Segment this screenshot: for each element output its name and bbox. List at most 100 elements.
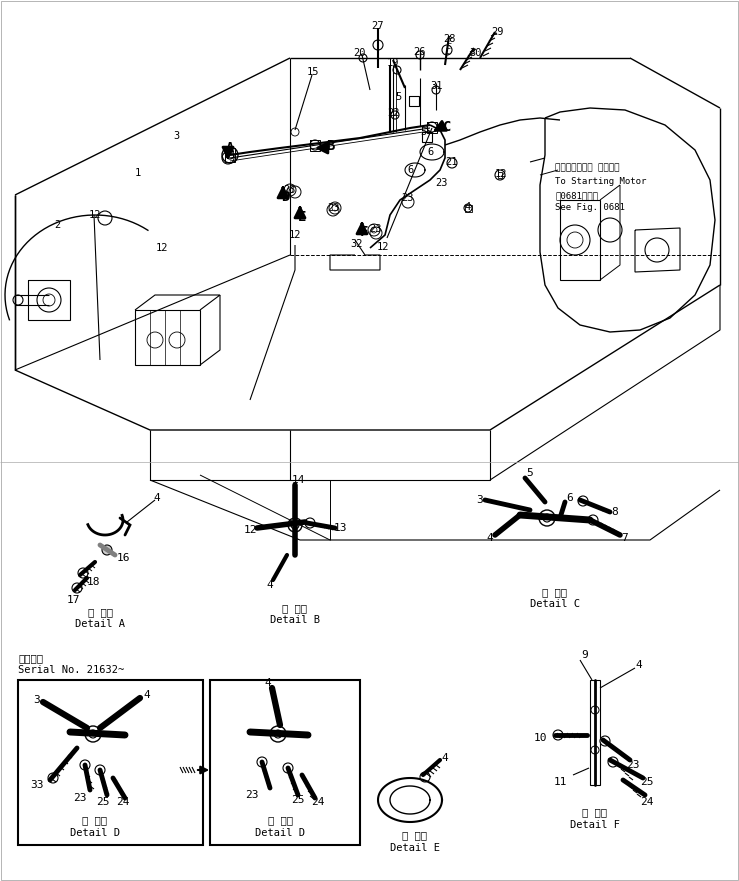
Text: 3: 3 xyxy=(173,131,179,141)
Text: Ａ 詳細: Ａ 詳細 xyxy=(87,607,112,617)
Text: Detail B: Detail B xyxy=(270,615,320,625)
Text: 16: 16 xyxy=(116,553,130,563)
Text: A: A xyxy=(226,141,234,155)
Text: To Starting Motor: To Starting Motor xyxy=(555,176,647,186)
Bar xyxy=(590,680,600,785)
Text: D: D xyxy=(281,190,289,204)
Circle shape xyxy=(553,730,563,740)
Text: 3: 3 xyxy=(477,495,483,505)
Text: 25: 25 xyxy=(640,777,654,787)
Text: 4: 4 xyxy=(465,202,471,212)
Circle shape xyxy=(588,515,598,525)
Bar xyxy=(210,680,360,845)
Text: 12: 12 xyxy=(89,210,101,220)
Text: C: C xyxy=(443,120,452,134)
Text: 12: 12 xyxy=(289,230,302,240)
Text: 23: 23 xyxy=(435,178,447,188)
Text: 6: 6 xyxy=(407,165,413,175)
Text: 20: 20 xyxy=(354,48,367,58)
Circle shape xyxy=(578,496,588,506)
Text: Detail D: Detail D xyxy=(70,828,120,838)
Text: 24: 24 xyxy=(311,797,324,807)
Text: 24: 24 xyxy=(116,797,130,807)
Text: 23: 23 xyxy=(369,224,381,234)
Text: 15: 15 xyxy=(307,67,319,77)
Text: 5: 5 xyxy=(395,92,401,102)
Text: 13: 13 xyxy=(333,523,347,533)
Text: Ｂ 詳細: Ｂ 詳細 xyxy=(282,603,307,613)
Text: Ｃ 詳細: Ｃ 詳細 xyxy=(542,587,568,597)
Text: 14: 14 xyxy=(291,475,304,485)
Text: 4: 4 xyxy=(154,493,160,503)
Text: 25: 25 xyxy=(291,795,304,805)
Circle shape xyxy=(600,736,610,746)
Text: Detail A: Detail A xyxy=(75,619,125,629)
Text: 10: 10 xyxy=(534,733,547,743)
Circle shape xyxy=(72,583,82,593)
Text: E: E xyxy=(298,210,306,224)
Text: 4: 4 xyxy=(442,753,449,763)
Circle shape xyxy=(305,518,315,528)
Text: Detail C: Detail C xyxy=(530,599,580,609)
Text: Detail F: Detail F xyxy=(570,820,620,830)
Text: 28: 28 xyxy=(443,34,456,44)
Text: 19: 19 xyxy=(386,58,399,68)
Text: 23: 23 xyxy=(327,203,339,213)
Text: 4: 4 xyxy=(265,678,271,688)
Circle shape xyxy=(539,510,555,526)
Circle shape xyxy=(283,763,293,773)
Circle shape xyxy=(359,54,367,62)
Text: 32: 32 xyxy=(351,239,364,249)
Text: 30: 30 xyxy=(470,48,483,58)
Circle shape xyxy=(442,45,452,55)
Text: Ｆ 詳細: Ｆ 詳細 xyxy=(582,807,607,817)
Circle shape xyxy=(80,760,90,770)
Text: 25: 25 xyxy=(96,797,110,807)
Text: Ｅ 詳細: Ｅ 詳細 xyxy=(403,830,427,840)
Circle shape xyxy=(608,757,618,767)
Text: 2: 2 xyxy=(54,220,60,230)
Circle shape xyxy=(373,40,383,50)
Text: 6: 6 xyxy=(567,493,573,503)
Text: 12: 12 xyxy=(494,169,507,179)
Text: 5: 5 xyxy=(527,468,534,478)
Text: 8: 8 xyxy=(612,507,619,517)
Circle shape xyxy=(102,545,112,555)
Text: 7: 7 xyxy=(621,533,628,543)
Text: 4: 4 xyxy=(267,580,273,590)
Text: 22: 22 xyxy=(388,108,401,118)
Circle shape xyxy=(257,757,267,767)
Text: 4: 4 xyxy=(636,660,642,670)
Text: 29: 29 xyxy=(491,27,503,37)
Text: 3: 3 xyxy=(34,695,41,705)
Text: 21: 21 xyxy=(446,157,458,167)
Text: 26: 26 xyxy=(413,47,425,57)
Text: 12: 12 xyxy=(377,242,389,252)
Text: Ｄ 詳細: Ｄ 詳細 xyxy=(83,815,107,825)
Text: 4: 4 xyxy=(486,533,494,543)
Text: Detail D: Detail D xyxy=(255,828,305,838)
Text: 27: 27 xyxy=(372,21,384,31)
Text: 6: 6 xyxy=(427,147,433,157)
Text: Ｄ 詳細: Ｄ 詳細 xyxy=(268,815,293,825)
Circle shape xyxy=(85,726,101,742)
Circle shape xyxy=(420,772,430,782)
Text: F: F xyxy=(360,225,368,239)
Circle shape xyxy=(270,726,286,742)
Text: 24: 24 xyxy=(640,797,654,807)
Text: 18: 18 xyxy=(86,577,100,587)
Text: 12: 12 xyxy=(156,243,168,253)
Text: 5: 5 xyxy=(420,127,426,137)
Text: 11: 11 xyxy=(554,777,567,787)
Text: 9: 9 xyxy=(582,650,588,660)
Text: 12: 12 xyxy=(243,525,256,535)
Text: 適用号機: 適用号機 xyxy=(18,653,43,663)
Bar xyxy=(18,680,203,845)
Text: 23: 23 xyxy=(626,760,640,770)
Circle shape xyxy=(78,568,88,578)
Text: B: B xyxy=(326,139,334,153)
Text: Detail E: Detail E xyxy=(390,843,440,853)
Text: 17: 17 xyxy=(67,595,80,605)
Text: 31: 31 xyxy=(431,81,443,91)
Text: 33: 33 xyxy=(30,780,44,790)
